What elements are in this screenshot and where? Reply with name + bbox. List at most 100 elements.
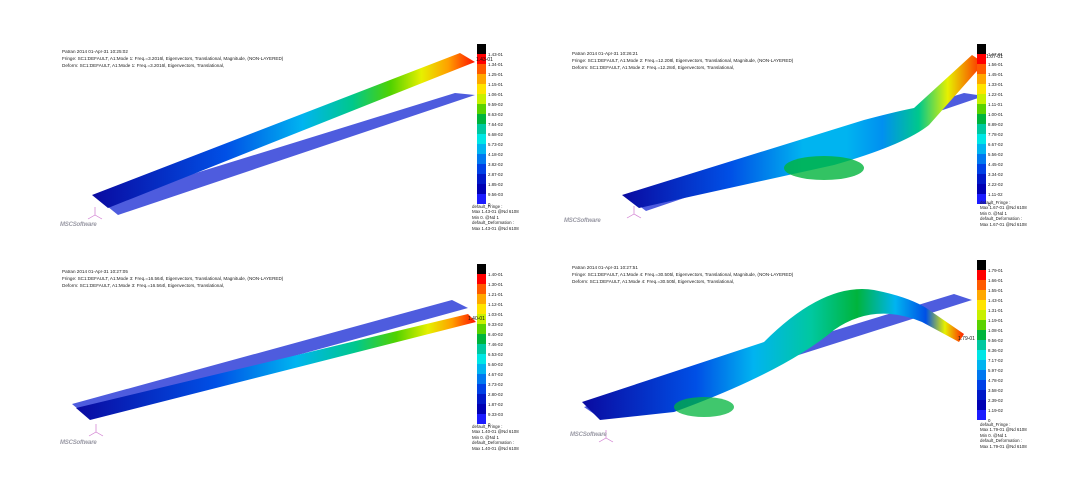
scale-swatch [977,290,986,300]
scale-swatch [977,174,986,184]
scale-labels: 1.40-01 1.30-01 1.21-01 1.12-01 1.03-01 9.33-… [488,264,518,427]
deformed-beam [622,55,984,208]
scale-label: 1.55-01 [988,288,1003,293]
header-line: Patran 2014 01-Apr-31 10:26:21 [572,51,638,56]
scale-swatch [477,304,486,314]
scale-label: 7.78-02 [988,132,1003,137]
scale-swatch [977,410,986,420]
scale-label: 1.11-01 [988,102,1003,107]
header-line: Deform: SC1:DEFAULT, A1:Mode 1: Freq.=3.… [62,63,225,68]
scale-label: 1.00-01 [988,112,1003,117]
scale-label: 7.46-02 [488,342,503,347]
scale-swatch [477,154,486,164]
scale-label: 1.22-01 [988,92,1003,97]
scale-swatch [977,44,986,54]
scale-label: 1.21-01 [488,292,503,297]
legend-line: Min 0. @Nd 1 [472,434,499,440]
scale-label: 9.33-02 [488,322,503,327]
scale-label: 1.25-01 [488,72,503,77]
scale-label: 1.19-01 [988,318,1003,323]
scale-label: 8.63-02 [488,112,503,117]
beam-plot-mode-1 [87,53,475,220]
beam-plot-mode-4 [582,289,972,443]
scale-swatch [477,414,486,424]
deformed-beam [76,314,476,420]
scale-swatch [977,114,986,124]
scale-swatch [977,260,986,270]
scale-labels: 1.79-01 1.66-01 1.55-01 1.43-01 1.31-01 1.19-… [988,260,1018,423]
scale-swatch [477,264,486,274]
scale-label: 7.64-02 [488,122,503,127]
scale-swatch [977,350,986,360]
scale-label: 6.67-02 [988,142,1003,147]
scale-label: 1.43-01 [988,298,1003,303]
axis-triad-icon [626,206,642,219]
tip-value-label: 1.40-01 [468,316,485,322]
fringe-legend: default_Fringe : Max 1.40-01 @Nd 6108 Mi… [472,424,519,451]
scale-swatch [477,64,486,74]
scale-label: 8.40-02 [488,332,503,337]
beam-plot-mode-2 [622,55,984,219]
header-line: Fringe: SC1:DEFAULT, A1:Mode 2: Freq.=12… [572,58,794,63]
header-line: Deform: SC1:DEFAULT, A1:Mode 2: Freq.=12… [572,65,735,70]
legend-line: default_Fringe : [472,424,503,429]
header-line: Patran 2014 01-Apr-31 10:27:51 [572,265,638,270]
scale-label: 2.22-02 [988,182,1003,187]
scale-label: 1.08-01 [988,328,1003,333]
scale-label: 1.79-01 [988,268,1003,273]
scale-swatch [977,380,986,390]
beam-plot-mode-3 [72,300,476,437]
msc-logo: MSCSoftware [60,440,97,446]
scale-label: 2.87-02 [488,172,503,177]
msc-logo: MSCSoftware [60,222,97,228]
scale-label: 4.67-02 [488,372,503,377]
result-panel-mode-2: Patran 2014 01-Apr-31 10:26:21 Fringe: S… [534,0,1069,242]
scale-swatch [977,54,986,64]
scale-swatch [477,274,486,284]
scale-label: 0 [988,418,991,423]
msc-logo: MSCSoftware [570,432,607,438]
result-panel-mode-3: Patran 2014 01-Apr-31 10:27:05 Fringe: S… [0,242,534,484]
fringe-legend: default_Fringe : Max 1.79-01 @Nd 6108 Mi… [980,422,1027,449]
scale-label: 1.30-01 [488,282,503,287]
fringe-legend: default_Fringe : Max 1.43-01 @Nd 6108 Mi… [472,204,519,231]
scale-swatch [477,344,486,354]
legend-line: Max 1.40-01 @Nd 6108 [472,429,519,435]
legend-line: Max 1.67-01 @Nd 6108 [980,221,1027,227]
legend-line: Max 1.79-01 @Nd 6108 [980,427,1027,433]
scale-label: 4.45-02 [988,162,1003,167]
scale-swatch [477,164,486,174]
scale-label: 3.82-02 [488,162,503,167]
scale-swatch [977,94,986,104]
legend-line: Min 0. @Nd 1 [980,210,1007,216]
scale-label: 1.15-01 [488,82,503,87]
legend-line: Max 1.43-01 @Nd 6108 [472,225,519,231]
plot-header: Patran 2014 01-Apr-31 10:27:51 Fringe: S… [572,264,793,285]
mode-hotspot [784,156,864,180]
scale-swatch [977,104,986,114]
scale-swatch [477,284,486,294]
scale-label: 4.18-02 [488,152,503,157]
scale-labels: 1.67-01 1.56-01 1.45-01 1.33-01 1.22-01 1.11-… [988,44,1018,207]
scale-label: 3.34-02 [988,172,1003,177]
scale-label: 5.97-02 [988,368,1003,373]
scale-swatch [477,74,486,84]
scale-label: 7.17-02 [988,358,1003,363]
scale-swatch [977,164,986,174]
result-panel-mode-4: Patran 2014 01-Apr-31 10:27:51 Fringe: S… [534,242,1069,484]
color-scale-bar [977,44,986,204]
scale-swatch [977,300,986,310]
scale-swatch [477,364,486,374]
legend-line: default_Fringe : [472,204,503,209]
legend-line: Max 1.67-01 @Nd 6108 [980,205,1027,211]
scale-swatch [477,114,486,124]
msc-logo: MSCSoftware [564,218,601,224]
scale-swatch [977,194,986,204]
tip-value-label: 1.67-01 [986,54,1003,60]
scale-label: 1.43-01 [488,52,503,57]
header-line: Fringe: SC1:DEFAULT, A1:Mode 4: Freq.=30… [572,272,794,277]
scale-label: 1.19-02 [988,408,1003,413]
scale-swatch [477,174,486,184]
scale-label: 0 [488,202,491,207]
legend-line: Min 0. @Nd 1 [980,432,1007,438]
